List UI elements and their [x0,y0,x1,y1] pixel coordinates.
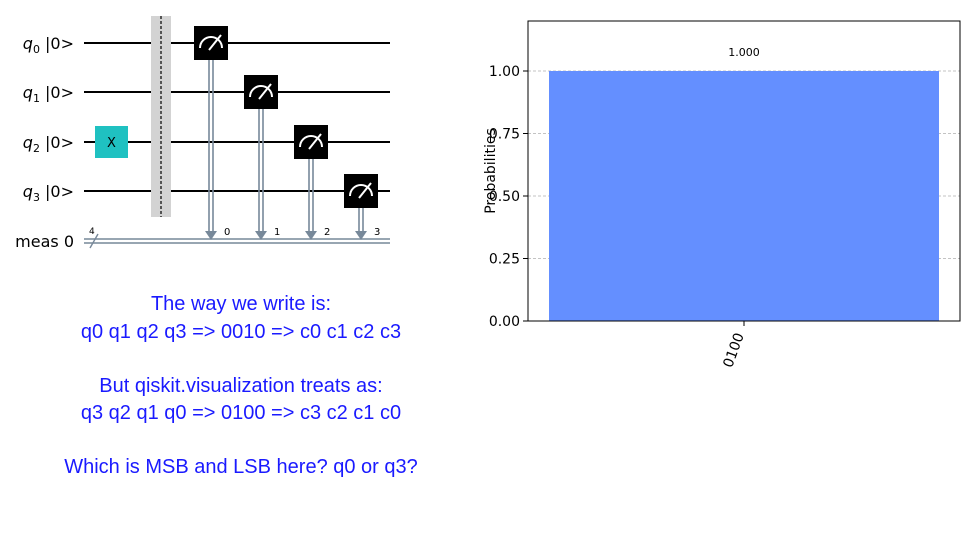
quantum-circuit: q0 |0> q1 |0> q2 |0> q3 |0> meas 0 4 X 0 1 2 3 [15,16,390,251]
creg-width-label: 4 [89,227,95,237]
measure-gate-2 [294,125,328,159]
y-tick-label-3: 0.75 [489,127,520,143]
qubit-label-1: q1 |0> [23,83,74,105]
qubit-label-0: q0 |0> [23,34,74,56]
y-tick-label-0: 0.00 [489,314,520,330]
y-axis-label: Probabilities [484,128,499,214]
qubit-label-3: q3 |0> [23,182,74,204]
measure-gate-1 [244,75,278,109]
meter-arc-icon-1 [249,85,273,98]
meter-needle-icon-1 [258,83,272,100]
bar-0 [549,71,939,321]
measure-bit-label-0: 0 [224,227,230,238]
meter-needle-icon-2 [308,133,322,150]
creg-label: meas 0 [15,232,74,251]
meter-needle-icon-0 [208,34,222,51]
measure-arrow-1 [255,231,267,240]
meter-arc-icon-3 [349,184,373,197]
measure-bit-label-3: 3 [374,227,380,238]
x-gate [95,126,128,158]
plot-frame [527,20,961,322]
qubit-label-2: q2 |0> [23,133,74,155]
measure-bit-label-1: 1 [274,227,280,238]
probability-histogram: 0.00 0.25 0.50 0.75 1.00 1.000 0100 Probabiliti… [484,20,961,370]
note-line-1: The way we write is: [150,293,332,315]
measure-arrow-0 [205,231,217,240]
measure-gate-3 [344,174,378,208]
y-tick-label-4: 1.00 [489,64,520,80]
measure-arrow-2 [305,231,317,240]
measure-bit-label-2: 2 [324,227,330,238]
x-tick-label-0: 0100 [721,331,748,370]
meter-arc-icon-0 [199,36,223,49]
x-gate-label: X [107,136,116,151]
creg-width-slash [89,233,99,249]
note-line-4: q3 q2 q1 q0 => 0100 => c3 c2 c1 c0 [80,402,402,424]
note-line-3: But qiskit.visualization treats as: [99,375,383,397]
measure-gate-0 [194,26,228,60]
measure-arrow-3 [355,231,367,240]
y-tick-label-2: 0.50 [489,189,520,205]
meter-needle-icon-3 [358,182,372,199]
note-line-5: Which is MSB and LSB here? q0 or q3? [64,456,418,478]
note-line-2: q0 q1 q2 q3 => 0010 => c0 c1 c2 c3 [80,321,402,343]
meter-arc-icon-2 [299,135,323,148]
bar-value-label-0: 1.000 [728,46,760,59]
y-tick-label-1: 0.25 [489,252,520,268]
